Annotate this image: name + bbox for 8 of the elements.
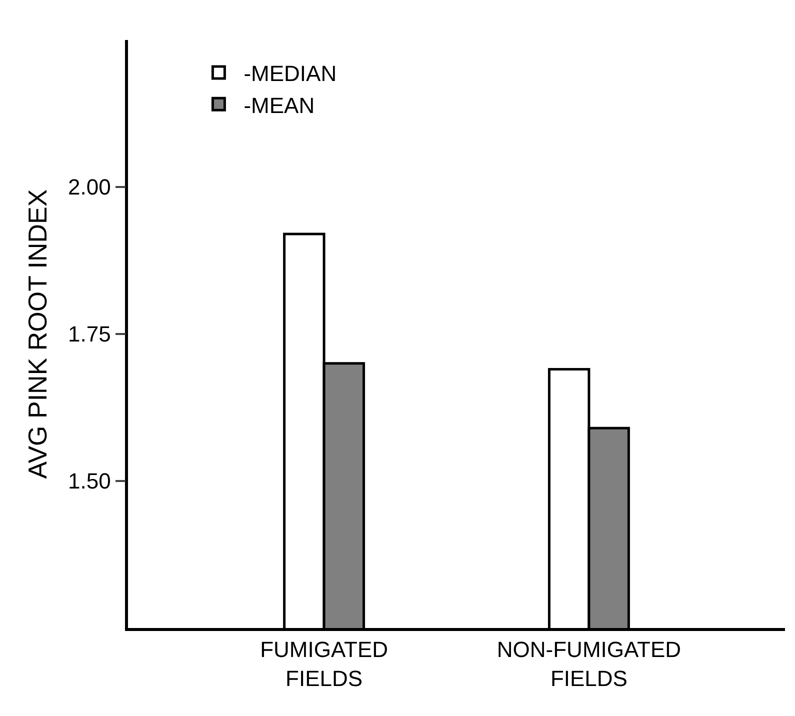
y-tick-label: 1.50 xyxy=(68,468,111,494)
x-tick-label: FUMIGATED FIELDS xyxy=(260,637,388,691)
legend-label: -MEDIAN xyxy=(244,61,337,86)
legend-label: -MEAN xyxy=(244,92,315,118)
y-tick-label: 2.00 xyxy=(68,174,111,200)
y-tick-label: 1.75 xyxy=(68,322,111,347)
y-axis-title: AVG PINK ROOT INDEX xyxy=(22,189,52,479)
x-tick-label: NON-FUMIGATED FIELDS xyxy=(496,637,682,691)
